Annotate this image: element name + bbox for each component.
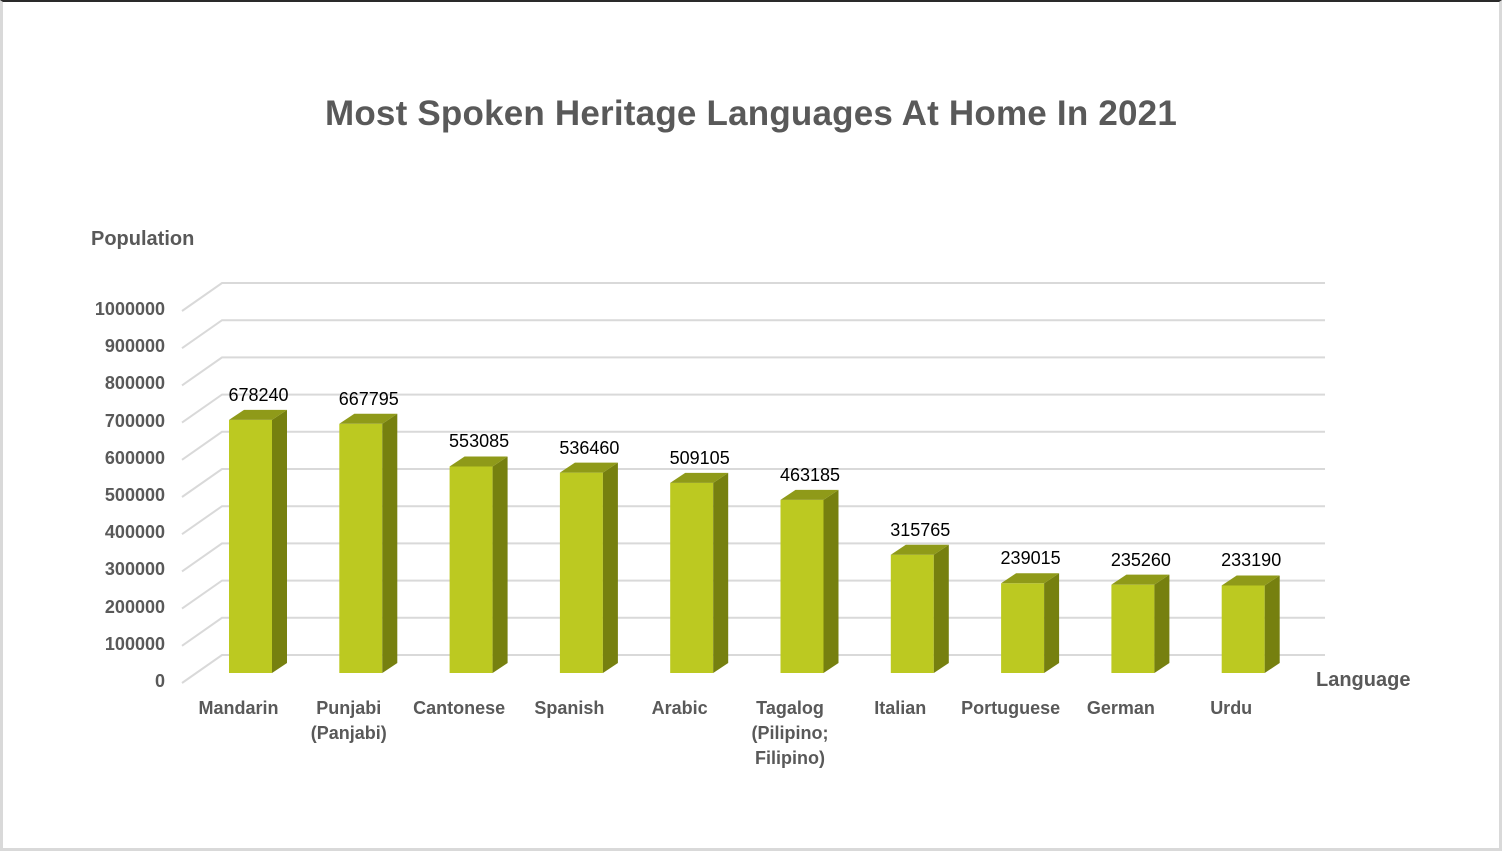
x-tick-label: Arabic (651, 698, 708, 718)
gridline (181, 579, 1325, 610)
x-tick-label: Urdu (1210, 698, 1253, 718)
data-label: 235260 (1110, 549, 1171, 570)
gridline (181, 393, 1325, 424)
y-tick-label: 300000 (104, 559, 165, 580)
data-label: 509105 (669, 447, 730, 468)
x-tick-label: Punjabi (Panjabi) (310, 698, 387, 743)
x-tick-label: Spanish (534, 698, 605, 718)
gridline (181, 282, 1325, 312)
data-label: 239015 (1000, 548, 1061, 569)
y-tick-label: 500000 (104, 485, 165, 505)
data-label: 667795 (338, 388, 399, 409)
gridline (181, 319, 1325, 350)
gridline (181, 468, 1325, 498)
y-tick-label: 200000 (104, 596, 165, 617)
gridline (181, 654, 1325, 684)
bar (890, 544, 949, 673)
x-tick-label: Mandarin (198, 698, 279, 718)
x-tick-label: Portuguese (961, 698, 1061, 718)
bar (1001, 573, 1060, 673)
x-axis-title: Language (1316, 669, 1411, 691)
y-tick-label: 400000 (104, 522, 165, 543)
bar (449, 456, 508, 673)
bar (1221, 575, 1280, 673)
chart-title: Most Spoken Heritage Languages At Home I… (325, 94, 1177, 133)
x-tick-label: Cantonese (413, 698, 506, 718)
bar (1111, 574, 1170, 673)
bar (559, 462, 618, 673)
bar (339, 413, 398, 673)
gridlines (181, 282, 1325, 684)
gridline (181, 430, 1325, 461)
data-label: 463185 (779, 464, 841, 485)
bar (780, 489, 839, 673)
y-tick-label: 700000 (104, 410, 165, 431)
gridline (181, 616, 1325, 647)
bars (229, 409, 1280, 673)
data-label: 536460 (559, 437, 620, 458)
x-tick-label: Tagalog (Pilipino; Filipino) (751, 698, 829, 768)
x-tick-label: Italian (874, 698, 927, 718)
y-tick-label: 1000000 (94, 299, 165, 319)
data-label: 553085 (449, 431, 510, 452)
gridline (181, 542, 1325, 573)
x-tick-label: German (1086, 698, 1155, 718)
data-label: 315765 (890, 519, 951, 540)
y-tick-label: 100000 (104, 633, 165, 654)
y-tick-label: 800000 (104, 373, 165, 394)
bar (670, 472, 729, 673)
gridline (181, 505, 1325, 536)
gridline (181, 356, 1325, 387)
data-label: 678240 (228, 384, 289, 405)
y-tick-label: 900000 (104, 336, 165, 357)
y-tick-label: 600000 (104, 447, 165, 468)
y-axis-title: Population (91, 228, 195, 250)
bar (229, 409, 287, 673)
data-label: 233190 (1221, 550, 1282, 571)
y-tick-label: 0 (154, 671, 165, 691)
